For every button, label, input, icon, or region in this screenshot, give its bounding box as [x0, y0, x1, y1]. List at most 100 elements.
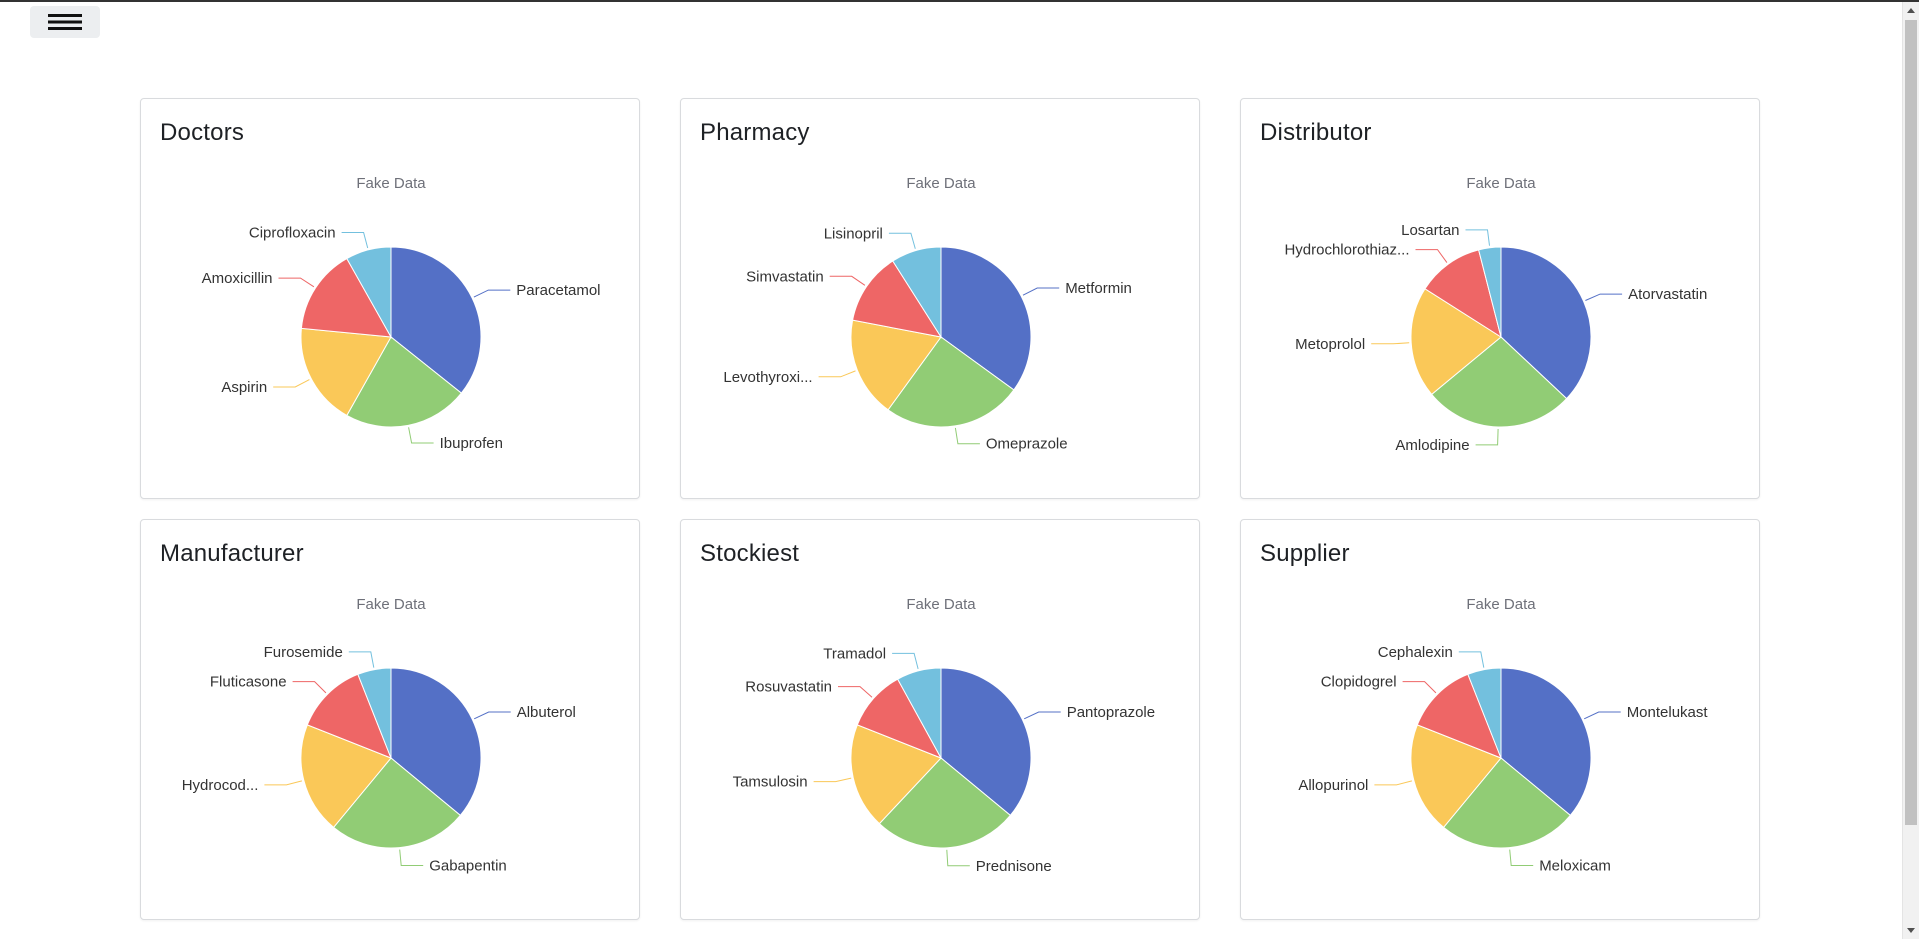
scroll-up-arrow-icon[interactable] — [1907, 8, 1915, 13]
pie-chart: Fake Data Montelukast Meloxicam Allopurinol… — [1298, 596, 1709, 875]
pie-slice-paracetamol[interactable] — [390, 246, 482, 394]
slice-label: Rosuvastatin — [745, 679, 832, 696]
slice-label: Tramadol — [823, 645, 886, 662]
slice-label: Atorvastatin — [1628, 286, 1707, 303]
pie-slice-pantoprazole[interactable] — [940, 667, 1032, 817]
label-leader-line — [1465, 229, 1490, 246]
hamburger-icon — [48, 14, 82, 30]
slice-label: Pantoprazole — [1067, 704, 1155, 721]
label-leader-line — [1585, 293, 1623, 301]
label-leader-line — [273, 379, 310, 388]
pie-slice-montelukast[interactable] — [1500, 667, 1592, 817]
slice-label: Furosemide — [264, 644, 343, 661]
slice-label: Montelukast — [1627, 704, 1709, 721]
pie-slice-hydrocod[interactable] — [300, 724, 392, 829]
label-leader-line — [888, 232, 916, 249]
pie-slice-amlodipine[interactable] — [1430, 336, 1568, 428]
chart-card-distributor: Distributor Fake Data Atorvastatin Amlodipi… — [1240, 98, 1760, 499]
pie-slice-prednisone[interactable] — [878, 757, 1012, 849]
label-leader-line — [473, 289, 511, 298]
slice-label: Hydrocod... — [182, 777, 259, 794]
label-leader-line — [408, 427, 434, 444]
pie-slice-losartan[interactable] — [1478, 246, 1502, 338]
pie-slice-fluticasone[interactable] — [306, 673, 392, 759]
label-leader-line — [818, 370, 856, 378]
pie-slice-atorvastatin[interactable] — [1500, 246, 1592, 400]
chart-card-pharmacy: Pharmacy Fake Data Metformin Omeprazole Levo… — [680, 98, 1200, 499]
pie-slice-furosemide[interactable] — [357, 667, 392, 759]
card-title: Doctors — [160, 119, 245, 146]
scroll-thumb[interactable] — [1905, 20, 1917, 825]
label-leader-line — [838, 686, 873, 698]
label-leader-line — [1509, 849, 1534, 866]
slice-label: Paracetamol — [516, 282, 600, 299]
slice-label: Meloxicam — [1539, 858, 1611, 875]
pie-slice-metoprolol[interactable] — [1410, 288, 1502, 396]
pie-slice-ciprofloxacin[interactable] — [346, 246, 392, 339]
pie-slice-omeprazole[interactable] — [887, 336, 1015, 428]
label-leader-line — [1475, 428, 1499, 446]
label-leader-line — [348, 651, 375, 668]
label-leader-line — [1402, 681, 1437, 694]
slice-label: Clopidogrel — [1321, 674, 1397, 691]
scroll-down-arrow-icon[interactable] — [1907, 928, 1915, 933]
slice-label: Tamsulosin — [733, 774, 808, 791]
slice-label: Aspirin — [221, 379, 267, 396]
slice-label: Cephalexin — [1378, 644, 1453, 661]
label-leader-line — [1583, 711, 1621, 720]
label-leader-line — [954, 427, 980, 445]
label-leader-line — [292, 681, 327, 694]
label-leader-line — [278, 277, 315, 288]
label-leader-line — [1415, 249, 1448, 263]
pie-chart: Fake Data Metformin Omeprazole Levothyroxi.… — [723, 175, 1132, 453]
label-leader-line — [1371, 342, 1410, 345]
label-leader-line — [946, 849, 970, 867]
slice-label: Levothyroxi... — [723, 369, 812, 386]
pie-slice-clopidogrel[interactable] — [1416, 673, 1502, 759]
chart-title: Fake Data — [356, 596, 426, 613]
pie-slice-simvastatin[interactable] — [852, 260, 943, 338]
chart-card-doctors: Doctors Fake Data Paracetamol Ibuprofen Aspi… — [140, 98, 640, 499]
card-title: Supplier — [1260, 540, 1350, 567]
slice-label: Ciprofloxacin — [249, 225, 336, 242]
slice-label: Omeprazole — [986, 436, 1068, 453]
pie-chart: Fake Data Pantoprazole Prednisone Tamsulosi… — [733, 596, 1156, 875]
label-leader-line — [1374, 780, 1413, 786]
pie-slice-ibuprofen[interactable] — [346, 336, 463, 428]
pie-slice-metformin[interactable] — [940, 246, 1032, 391]
pie-chart: Fake Data Paracetamol Ibuprofen Aspirin Amox… — [202, 175, 601, 452]
pie-slice-gabapentin[interactable] — [332, 757, 462, 849]
label-leader-line — [1458, 651, 1485, 668]
label-leader-line — [1022, 287, 1060, 296]
pie-slice-meloxicam[interactable] — [1442, 757, 1572, 849]
chart-title: Fake Data — [1466, 175, 1536, 192]
pie-slice-levothyroxi[interactable] — [850, 319, 942, 411]
pie-slice-hydrochlorothiaz[interactable] — [1424, 249, 1502, 339]
pie-slice-tramadol[interactable] — [896, 667, 942, 759]
pie-slice-aspirin[interactable] — [300, 327, 392, 417]
pie-slice-lisinopril[interactable] — [892, 246, 942, 339]
pie-slice-allopurinol[interactable] — [1410, 724, 1502, 829]
pie-slice-albuterol[interactable] — [390, 667, 482, 817]
chart-title: Fake Data — [906, 596, 976, 613]
label-leader-line — [473, 711, 511, 720]
label-leader-line — [1023, 711, 1061, 720]
menu-toggle-button[interactable] — [30, 6, 100, 38]
slice-label: Lisinopril — [824, 225, 883, 242]
slice-label: Ibuprofen — [440, 435, 503, 452]
slice-label: Losartan — [1401, 222, 1459, 239]
chart-card-manufacturer: Manufacturer Fake Data Albuterol Gabapentin… — [140, 519, 640, 920]
label-leader-line — [829, 275, 866, 286]
pie-chart: Fake Data Albuterol Gabapentin Hydrocod... F… — [182, 596, 576, 875]
pie-slice-cephalexin[interactable] — [1467, 667, 1502, 759]
slice-label: Amlodipine — [1395, 437, 1469, 454]
slice-label: Metoprolol — [1295, 336, 1365, 353]
vertical-scrollbar[interactable] — [1902, 2, 1919, 939]
slice-label: Simvastatin — [746, 268, 824, 285]
pie-slice-amoxicillin[interactable] — [300, 257, 392, 338]
chart-title: Fake Data — [356, 175, 426, 192]
slice-label: Prednisone — [976, 858, 1052, 875]
label-leader-line — [341, 232, 369, 249]
card-title: Stockiest — [700, 540, 800, 567]
slice-label: Hydrochlorothiaz... — [1284, 242, 1409, 259]
